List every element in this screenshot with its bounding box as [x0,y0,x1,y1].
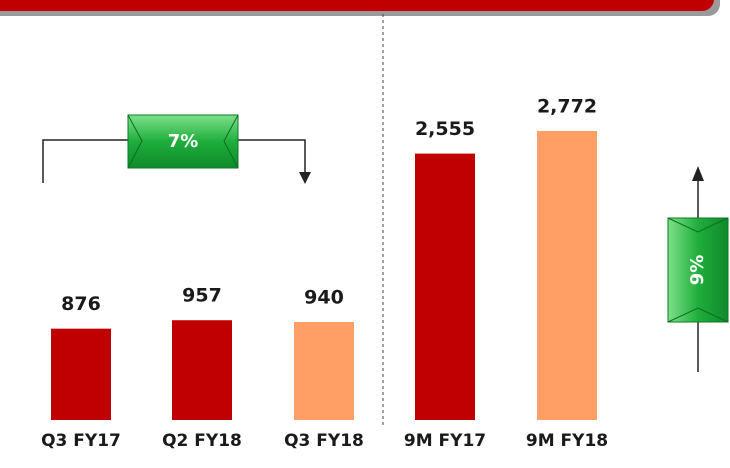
x-tick-label: 9M FY17 [404,431,486,451]
banner [0,0,714,11]
x-tick-label: 9M FY18 [526,431,608,451]
value-label: 940 [304,286,344,308]
value-label: 2,772 [537,96,597,118]
bar [172,320,232,420]
arrow-head [299,172,311,184]
badge-fold [667,217,729,323]
value-label: 2,555 [415,118,475,140]
x-tick-label: Q3 FY17 [41,431,121,451]
growth-label: 9% [687,255,708,286]
value-label: 876 [61,293,101,315]
x-tick-label: Q3 FY18 [284,431,364,451]
value-label: 957 [182,285,222,307]
arrow-head [692,166,704,181]
badge-fold [127,114,239,169]
bar [415,153,475,421]
bar [294,321,354,420]
bar [537,131,597,420]
x-tick-label: Q2 FY18 [162,431,242,451]
growth-label: 7% [168,131,199,152]
bar [51,328,111,420]
